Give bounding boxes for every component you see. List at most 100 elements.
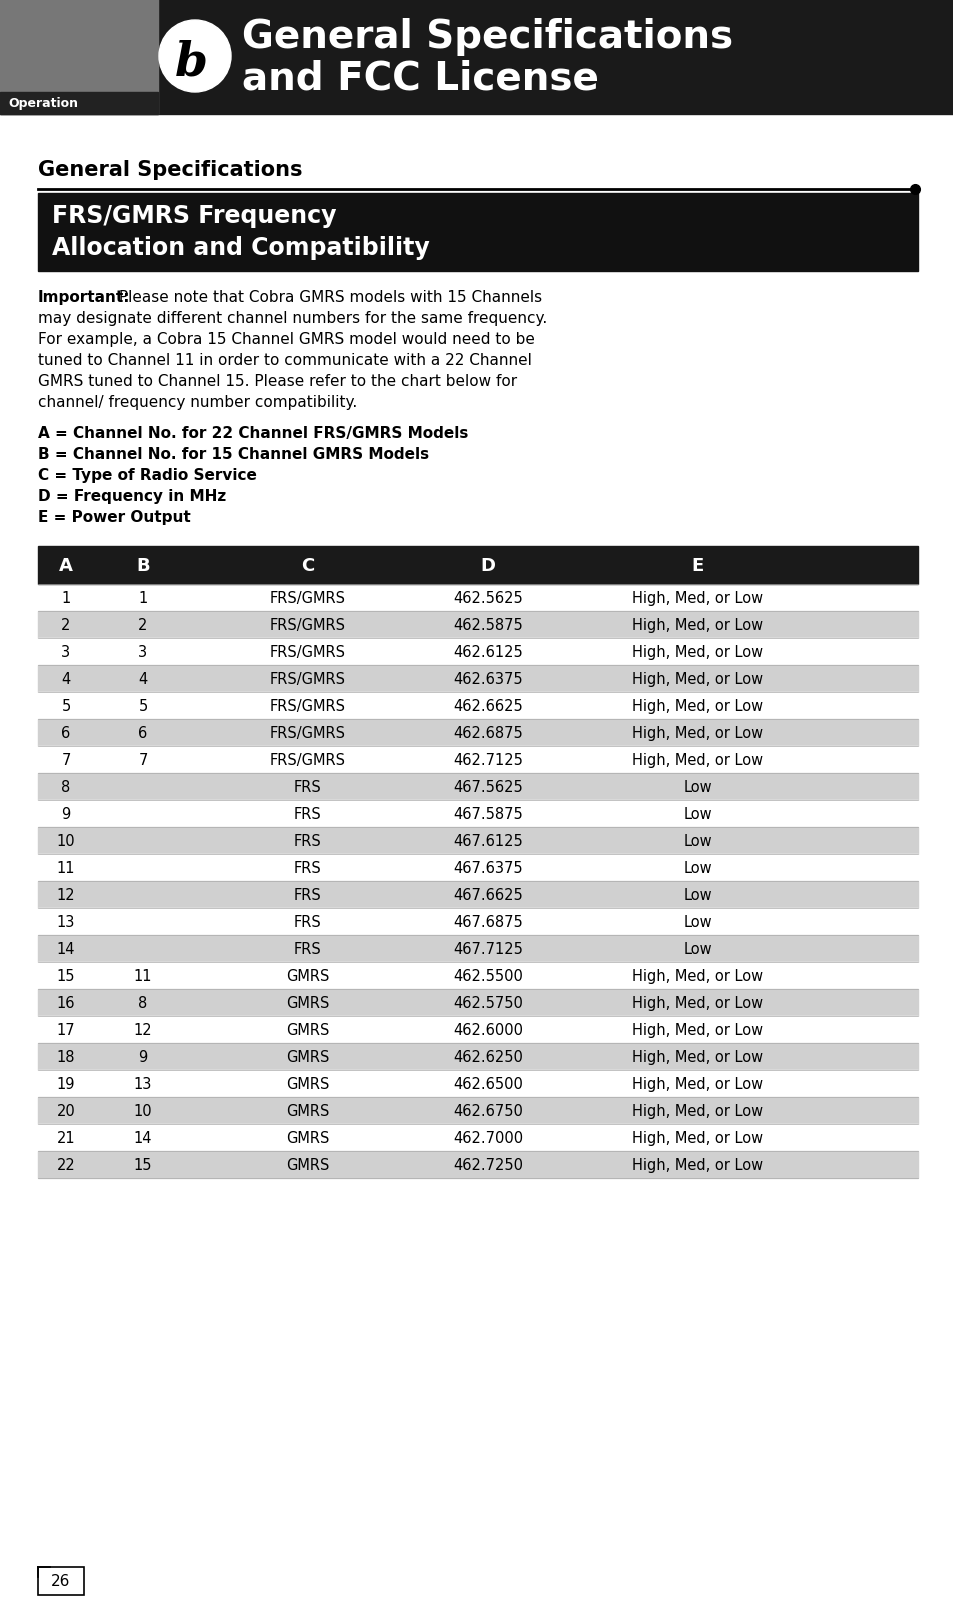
Text: Please note that Cobra GMRS models with 15 Channels: Please note that Cobra GMRS models with … — [113, 291, 541, 305]
Text: C: C — [301, 557, 314, 575]
Bar — [38, 989, 917, 1017]
Text: 462.6250: 462.6250 — [453, 1049, 522, 1064]
Bar — [38, 854, 917, 881]
Circle shape — [159, 21, 231, 94]
Text: 16: 16 — [56, 996, 75, 1010]
Bar — [38, 720, 917, 747]
Text: High, Med, or Low: High, Med, or Low — [632, 968, 762, 983]
Bar — [38, 773, 917, 801]
Text: GMRS: GMRS — [286, 1130, 330, 1146]
Text: Low: Low — [683, 860, 712, 875]
Text: FRS: FRS — [294, 860, 321, 875]
Text: 14: 14 — [56, 941, 75, 957]
Text: GMRS: GMRS — [286, 1022, 330, 1038]
Text: Allocation and Compatibility: Allocation and Compatibility — [52, 236, 429, 260]
Bar — [0, 0, 953, 115]
Text: FRS: FRS — [294, 833, 321, 849]
Text: 8: 8 — [61, 780, 71, 794]
Text: 462.6375: 462.6375 — [453, 671, 522, 686]
Text: 15: 15 — [133, 1157, 152, 1172]
Bar — [38, 1125, 917, 1151]
Text: 462.5625: 462.5625 — [453, 591, 522, 605]
Text: 6: 6 — [138, 726, 148, 741]
Text: 22: 22 — [56, 1157, 75, 1172]
Text: C = Type of Radio Service: C = Type of Radio Service — [38, 468, 256, 483]
Text: High, Med, or Low: High, Med, or Low — [632, 1104, 762, 1119]
Text: Low: Low — [683, 915, 712, 930]
Text: FRS/GMRS: FRS/GMRS — [270, 699, 346, 713]
Text: GMRS: GMRS — [286, 1049, 330, 1064]
Text: 467.5625: 467.5625 — [453, 780, 522, 794]
Text: 462.6000: 462.6000 — [453, 1022, 522, 1038]
Bar — [38, 1151, 917, 1178]
Text: 467.6875: 467.6875 — [453, 915, 522, 930]
Text: 1: 1 — [61, 591, 71, 605]
Text: 13: 13 — [133, 1077, 152, 1091]
Bar — [38, 962, 917, 989]
Text: 462.7000: 462.7000 — [453, 1130, 522, 1146]
Text: FRS: FRS — [294, 941, 321, 957]
Text: 462.5500: 462.5500 — [453, 968, 522, 983]
Text: 4: 4 — [61, 671, 71, 686]
Text: 4: 4 — [138, 671, 148, 686]
Text: 467.6625: 467.6625 — [453, 888, 522, 902]
Text: FRS: FRS — [294, 807, 321, 822]
Bar — [38, 584, 917, 612]
Text: tuned to Channel 11 in order to communicate with a 22 Channel: tuned to Channel 11 in order to communic… — [38, 353, 532, 368]
Bar — [38, 639, 917, 665]
Text: FRS/GMRS: FRS/GMRS — [270, 618, 346, 633]
Text: A = Channel No. for 22 Channel FRS/GMRS Models: A = Channel No. for 22 Channel FRS/GMRS … — [38, 426, 468, 441]
Text: A: A — [59, 557, 72, 575]
Text: GMRS: GMRS — [286, 1077, 330, 1091]
Text: GMRS: GMRS — [286, 968, 330, 983]
FancyBboxPatch shape — [38, 1567, 84, 1595]
Bar — [38, 1043, 917, 1070]
Text: Low: Low — [683, 888, 712, 902]
Text: 462.5875: 462.5875 — [453, 618, 522, 633]
Text: High, Med, or Low: High, Med, or Low — [632, 1077, 762, 1091]
Text: and FCC License: and FCC License — [242, 60, 598, 98]
Text: General Specifications: General Specifications — [242, 18, 732, 56]
Text: 11: 11 — [133, 968, 152, 983]
Text: Low: Low — [683, 941, 712, 957]
Text: 467.5875: 467.5875 — [453, 807, 522, 822]
Bar — [38, 936, 917, 962]
Text: 9: 9 — [61, 807, 71, 822]
Text: High, Med, or Low: High, Med, or Low — [632, 1049, 762, 1064]
Text: 26: 26 — [51, 1574, 71, 1588]
Bar — [38, 612, 917, 639]
Bar — [38, 1017, 917, 1043]
Text: Important:: Important: — [38, 291, 131, 305]
Bar — [38, 665, 917, 692]
Text: E: E — [691, 557, 703, 575]
Text: 462.6625: 462.6625 — [453, 699, 522, 713]
Text: 1: 1 — [138, 591, 148, 605]
Text: FRS: FRS — [294, 888, 321, 902]
Text: 21: 21 — [56, 1130, 75, 1146]
Bar — [38, 747, 917, 773]
Text: 7: 7 — [138, 752, 148, 768]
Text: FRS/GMRS: FRS/GMRS — [270, 671, 346, 686]
Text: GMRS: GMRS — [286, 996, 330, 1010]
Text: High, Med, or Low: High, Med, or Low — [632, 618, 762, 633]
Text: FRS/GMRS Frequency: FRS/GMRS Frequency — [52, 203, 336, 228]
Text: B = Channel No. for 15 Channel GMRS Models: B = Channel No. for 15 Channel GMRS Mode… — [38, 447, 429, 462]
Text: E = Power Output: E = Power Output — [38, 510, 191, 525]
Text: 18: 18 — [56, 1049, 75, 1064]
Text: 462.6125: 462.6125 — [453, 644, 522, 660]
Text: High, Med, or Low: High, Med, or Low — [632, 1130, 762, 1146]
Text: may designate different channel numbers for the same frequency.: may designate different channel numbers … — [38, 312, 547, 326]
Text: General Specifications: General Specifications — [38, 160, 302, 179]
Text: 7: 7 — [61, 752, 71, 768]
Text: High, Med, or Low: High, Med, or Low — [632, 671, 762, 686]
Text: 11: 11 — [56, 860, 75, 875]
Text: 15: 15 — [56, 968, 75, 983]
Text: For example, a Cobra 15 Channel GMRS model would need to be: For example, a Cobra 15 Channel GMRS mod… — [38, 332, 535, 347]
Text: 462.6500: 462.6500 — [453, 1077, 522, 1091]
Text: 13: 13 — [57, 915, 75, 930]
Text: 462.6750: 462.6750 — [453, 1104, 522, 1119]
Text: 10: 10 — [56, 833, 75, 849]
Text: 3: 3 — [61, 644, 71, 660]
Text: 2: 2 — [61, 618, 71, 633]
Text: 467.6375: 467.6375 — [453, 860, 522, 875]
